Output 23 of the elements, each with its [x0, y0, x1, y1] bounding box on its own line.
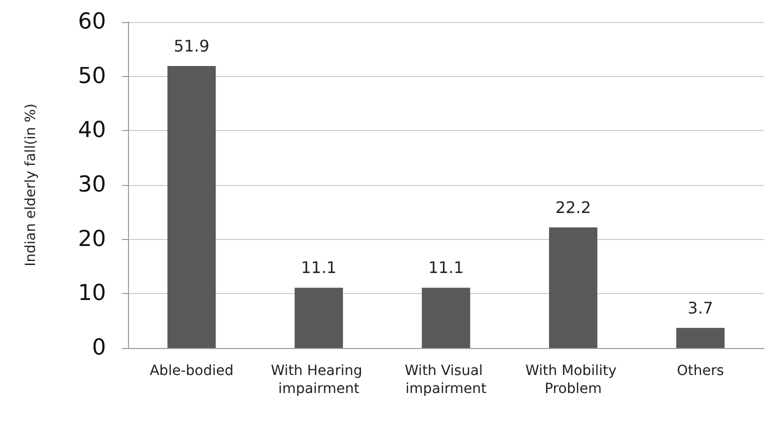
- x-tick-label: With Mobility Problem: [525, 363, 622, 397]
- data-label: 22.2: [555, 198, 592, 217]
- x-tick-label: Able-bodied: [150, 363, 234, 379]
- bar: [422, 288, 470, 348]
- data-label: 11.1: [428, 258, 464, 278]
- y-axis-title: Indian elderly fall(in %): [23, 104, 39, 266]
- x-tick-label: With Hearing impairment: [270, 363, 367, 397]
- bar: [676, 328, 725, 348]
- data-label: 51.9: [174, 36, 210, 56]
- bar: [294, 288, 343, 348]
- bar: [167, 66, 216, 348]
- y-tick-label: 50: [78, 64, 106, 89]
- x-tick-label: Others: [676, 363, 724, 379]
- y-tick-label: 40: [78, 118, 106, 144]
- y-tick-label: 30: [78, 172, 106, 198]
- data-label: 11.1: [300, 258, 337, 278]
- y-tick-label: 0: [92, 336, 106, 360]
- y-tick-label: 20: [78, 226, 106, 252]
- data-label: 3.7: [688, 298, 714, 318]
- bar: [549, 227, 598, 348]
- y-tick-label: 60: [78, 10, 106, 34]
- y-tick-label: 10: [78, 281, 106, 306]
- x-tick-label: With Visual impairment: [404, 363, 488, 397]
